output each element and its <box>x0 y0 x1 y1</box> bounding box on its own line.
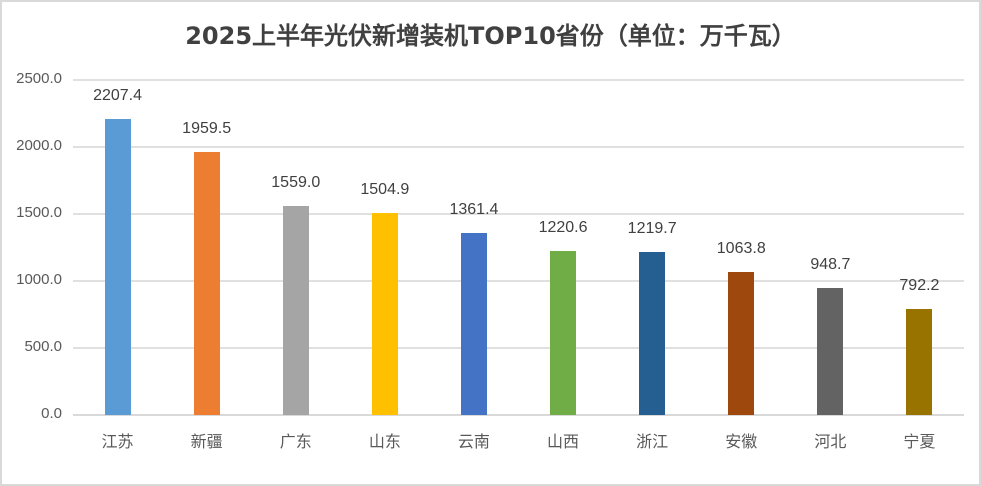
x-axis-line <box>73 414 964 416</box>
x-category-label: 河北 <box>814 432 847 451</box>
x-category-label: 江苏 <box>101 432 134 451</box>
y-tick-label: 0.0 <box>41 405 62 422</box>
x-category-label: 安徽 <box>725 432 758 451</box>
bar-5 <box>550 251 577 415</box>
data-label: 1959.5 <box>182 120 232 138</box>
data-label: 2207.4 <box>93 87 143 105</box>
x-category-label: 浙江 <box>636 432 669 451</box>
gridline <box>73 146 964 148</box>
bar-2 <box>282 206 309 415</box>
bar-9 <box>906 308 933 415</box>
x-category-label: 云南 <box>457 432 490 451</box>
y-tick-label: 2500.0 <box>16 70 62 87</box>
data-label: 948.7 <box>810 255 851 273</box>
data-label: 1220.6 <box>538 219 588 237</box>
chart-title: 2025上半年光伏新增装机TOP10省份（单位：万千瓦） <box>185 22 796 50</box>
gridline <box>73 347 964 349</box>
y-tick-label: 2000.0 <box>16 137 62 154</box>
bar-4 <box>460 232 487 415</box>
x-category-label: 宁夏 <box>903 432 936 451</box>
x-category-label: 新疆 <box>190 432 223 451</box>
data-label: 1504.9 <box>360 181 410 199</box>
x-category-label: 山西 <box>547 432 580 451</box>
data-label: 1361.4 <box>449 200 499 218</box>
gridline <box>73 79 964 81</box>
data-label: 1063.8 <box>716 240 766 258</box>
bar-3 <box>371 213 398 415</box>
data-label: 1219.7 <box>627 219 677 237</box>
y-tick-label: 1000.0 <box>16 271 62 288</box>
y-tick-label: 500.0 <box>24 338 62 355</box>
bar-7 <box>728 272 755 415</box>
y-tick-label: 1500.0 <box>16 204 62 221</box>
data-label: 792.2 <box>899 276 940 294</box>
bar-8 <box>817 287 844 415</box>
x-category-label: 广东 <box>279 432 312 451</box>
bar-6 <box>639 251 666 415</box>
x-category-label: 山东 <box>368 432 401 451</box>
gridline <box>73 213 964 215</box>
data-label: 1559.0 <box>271 174 321 192</box>
bar-0 <box>104 119 131 415</box>
gridline <box>73 280 964 282</box>
bar-1 <box>193 152 220 415</box>
